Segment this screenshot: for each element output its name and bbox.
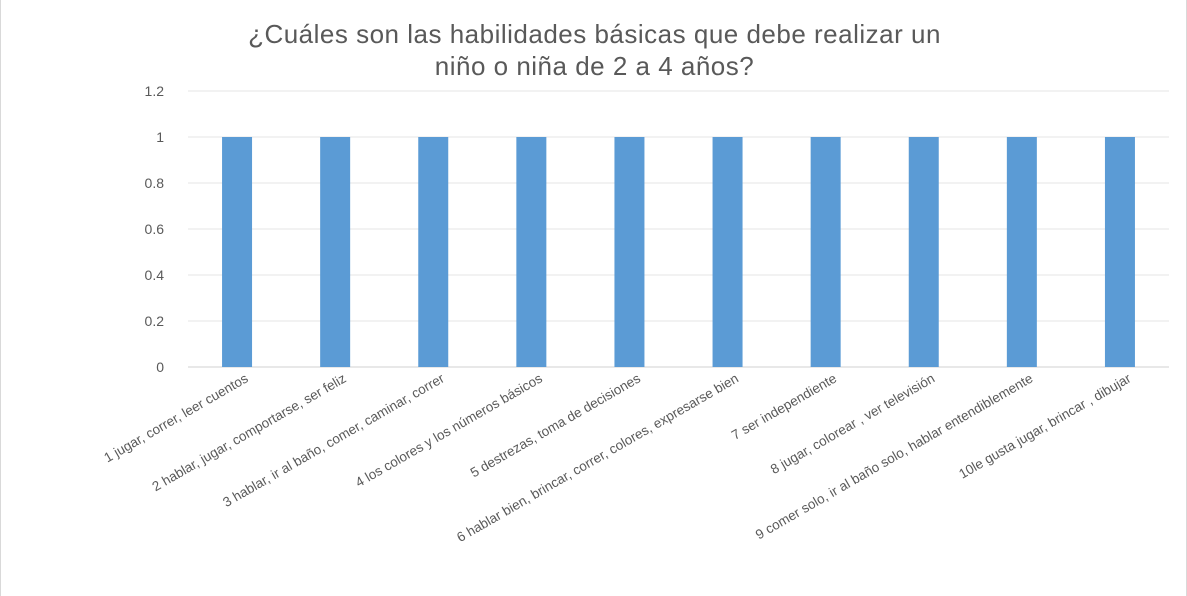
chart-title-line-2: niño o niña de 2 a 4 años?	[434, 51, 755, 81]
bar	[810, 137, 841, 367]
y-tick-label: 1	[156, 129, 164, 145]
y-tick-label: 0	[156, 359, 164, 375]
x-category-label: 4 los colores y los números básicos	[353, 370, 545, 490]
bar	[418, 137, 449, 367]
x-category-label: 8 jugar, colorear , ver televisión	[768, 371, 937, 477]
chart-title: ¿Cuáles son las habilidades básicas que …	[1, 18, 1187, 82]
x-category-label: 5 destrezas, toma de decisiones	[468, 370, 643, 480]
bar	[614, 137, 645, 367]
x-category-label: 10le gusta jugar, brincar , dibujar	[956, 370, 1134, 481]
y-tick-label: 0.8	[145, 175, 165, 191]
y-tick-label: 0.4	[145, 267, 165, 283]
y-tick-label: 0.2	[145, 313, 165, 329]
chart-title-line-1: ¿Cuáles son las habilidades básicas que …	[248, 19, 941, 49]
y-tick-label: 1.2	[145, 83, 165, 99]
x-category-label: 2 hablar, jugar, comportarse, ser feliz	[149, 370, 348, 494]
bar	[222, 137, 253, 367]
bar	[908, 137, 939, 367]
bar	[320, 137, 351, 367]
bar	[516, 137, 547, 367]
bar	[1104, 137, 1135, 367]
bar	[1006, 137, 1037, 367]
bar	[712, 137, 743, 367]
y-tick-label: 0.6	[145, 221, 165, 237]
